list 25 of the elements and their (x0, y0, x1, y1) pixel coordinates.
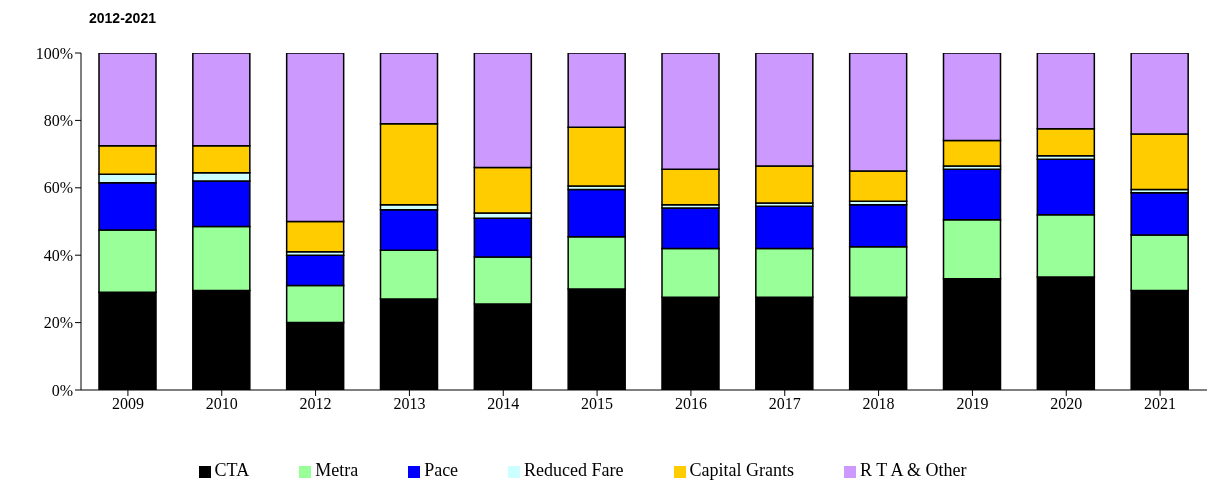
x-tick-label: 2014 (487, 395, 520, 413)
x-tick-label: 2009 (111, 395, 144, 413)
legend-label: CTA (214, 460, 250, 480)
x-tick-label: 2021 (1144, 395, 1177, 413)
y-tick-label: 100% (35, 44, 73, 62)
legend-label: R T A & Other (860, 460, 967, 480)
y-tick-label: 40% (43, 246, 73, 264)
x-tick-label: 2020 (1050, 395, 1083, 413)
chart-title: 2012-2021 (89, 10, 156, 26)
x-tick-label: 2017 (768, 395, 801, 413)
x-tick-label: 2019 (956, 395, 989, 413)
x-tick-label: 2012 (299, 395, 332, 413)
legend-label: Metra (315, 460, 359, 480)
y-tick-label: 60% (43, 179, 73, 197)
x-tick-label: 2010 (205, 395, 238, 413)
x-tick-label: 2015 (581, 395, 614, 413)
x-tick-label: 2016 (674, 395, 707, 413)
legend-label: Pace (424, 460, 459, 480)
legend-label: Capital Grants (689, 460, 795, 480)
x-tick-label: 2013 (393, 395, 426, 413)
y-tick-label: 20% (43, 314, 73, 332)
legend-label: Reduced Fare (524, 460, 624, 480)
y-tick-label: 80% (43, 112, 73, 130)
y-tick-label: 0% (51, 381, 73, 399)
x-tick-label: 2018 (862, 395, 895, 413)
